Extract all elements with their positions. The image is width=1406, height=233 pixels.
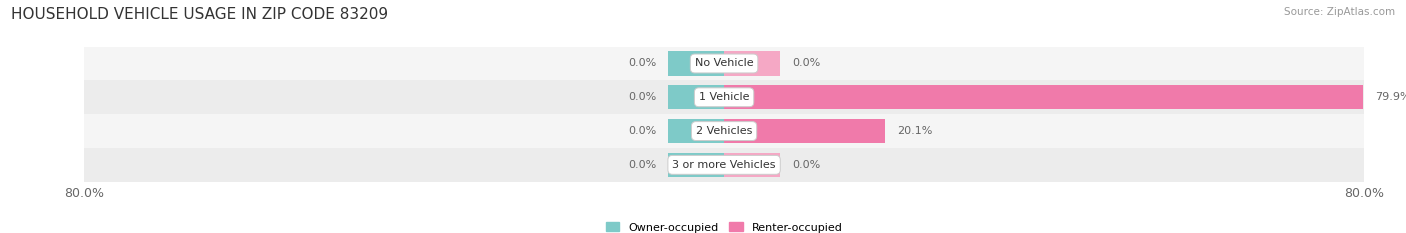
- Bar: [668, 51, 724, 76]
- Bar: [84, 80, 1364, 114]
- Bar: [724, 85, 1362, 110]
- Text: 79.9%: 79.9%: [1375, 92, 1406, 102]
- Bar: [724, 51, 780, 76]
- Text: No Vehicle: No Vehicle: [695, 58, 754, 69]
- Legend: Owner-occupied, Renter-occupied: Owner-occupied, Renter-occupied: [602, 218, 846, 233]
- Text: 0.0%: 0.0%: [628, 160, 657, 170]
- Bar: [724, 119, 884, 143]
- Text: 3 or more Vehicles: 3 or more Vehicles: [672, 160, 776, 170]
- Bar: [84, 47, 1364, 80]
- Text: HOUSEHOLD VEHICLE USAGE IN ZIP CODE 83209: HOUSEHOLD VEHICLE USAGE IN ZIP CODE 8320…: [11, 7, 388, 22]
- Bar: [84, 148, 1364, 182]
- Bar: [668, 153, 724, 177]
- Text: 0.0%: 0.0%: [792, 58, 820, 69]
- Text: 1 Vehicle: 1 Vehicle: [699, 92, 749, 102]
- Text: Source: ZipAtlas.com: Source: ZipAtlas.com: [1284, 7, 1395, 17]
- Bar: [724, 153, 780, 177]
- Text: 20.1%: 20.1%: [897, 126, 932, 136]
- Text: 2 Vehicles: 2 Vehicles: [696, 126, 752, 136]
- Text: 0.0%: 0.0%: [628, 126, 657, 136]
- Bar: [84, 114, 1364, 148]
- Bar: [668, 85, 724, 110]
- Text: 0.0%: 0.0%: [792, 160, 820, 170]
- Text: 0.0%: 0.0%: [628, 92, 657, 102]
- Bar: [668, 119, 724, 143]
- Text: 0.0%: 0.0%: [628, 58, 657, 69]
